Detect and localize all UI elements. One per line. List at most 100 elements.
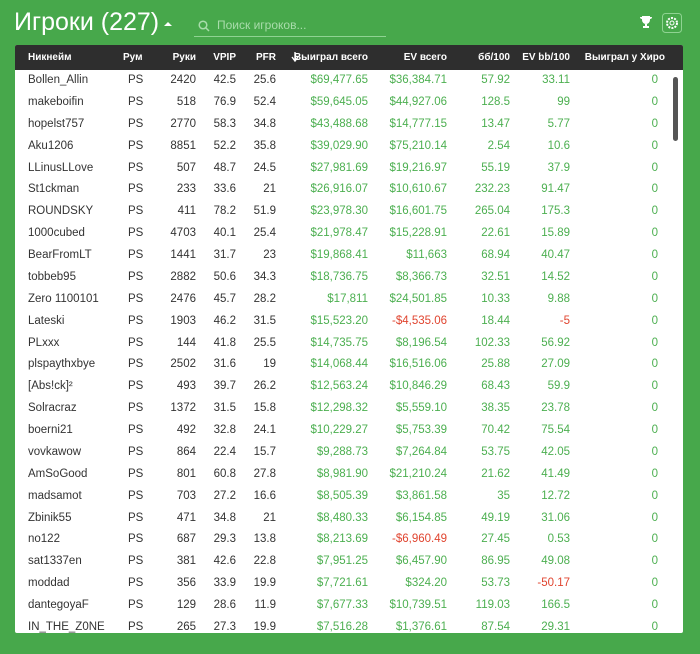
table-row[interactable]: moddad PS 356 33.9 19.9 $7,721.61 $324.20 53.73…	[15, 573, 683, 595]
table-cell: 41.8	[213, 336, 236, 349]
table-row[interactable]: Zbinik55 PS 471 34.8 21 $8,480.33 $6,154.85 49.…	[15, 508, 683, 530]
table-row[interactable]: ROUNDSKY PS 411 78.2 51.9 $23,978.30 $16,601.7…	[15, 201, 683, 223]
table-cell: 37.9	[547, 161, 570, 174]
column-header[interactable]: бб/100	[478, 52, 510, 63]
table-cell: 15.7	[253, 445, 276, 458]
table-row[interactable]: dantegoyaF PS 129 28.6 11.9 $7,677.33 $10,739.…	[15, 595, 683, 617]
table-cell: $19,868.41	[310, 249, 368, 262]
table-cell: boerni21	[28, 424, 73, 437]
table-cell: 33.11	[542, 74, 570, 86]
table-cell: 52.2	[213, 139, 236, 152]
table-row[interactable]: plspaythxbye PS 2502 31.6 19 $14,068.44 $16,51…	[15, 354, 683, 376]
table-cell: $10,846.29	[389, 380, 447, 393]
table-cell: $39,029.90	[310, 139, 368, 152]
table-cell: 25.6	[253, 74, 276, 86]
table-cell: 0	[651, 161, 658, 174]
table-row[interactable]: PLxxx PS 144 41.8 25.5 $14,735.75 $8,196.54 102…	[15, 333, 683, 355]
table-cell: $69,477.65	[310, 74, 368, 86]
trophy-icon[interactable]	[638, 14, 654, 30]
table-cell: 68.94	[481, 249, 510, 262]
page-title: Игроки (227)	[14, 8, 160, 36]
table-cell: vovkawow	[28, 445, 82, 458]
search-box[interactable]: Поиск игроков...	[194, 14, 386, 37]
table-cell: 60.8	[213, 467, 236, 480]
table-cell: 166.5	[541, 599, 570, 612]
table-row[interactable]: LLinusLLove PS 507 48.7 24.5 $27,981.69 $19,21…	[15, 158, 683, 180]
table-cell: 68.43	[481, 380, 510, 393]
table-cell: 703	[176, 489, 196, 502]
table-cell: 19.9	[253, 621, 276, 633]
table-row[interactable]: tobbeb95 PS 2882 50.6 34.3 $18,736.75 $8,366.7…	[15, 267, 683, 289]
sort-arrow	[291, 52, 299, 62]
table-row[interactable]: makeboifin PS 518 76.9 52.4 $59,645.05 $44,927…	[15, 92, 683, 114]
table-cell: 8851	[170, 139, 196, 152]
table-cell: 34.3	[253, 270, 276, 283]
table-cell: 687	[176, 533, 196, 546]
table-cell: 57.92	[481, 74, 510, 86]
table-row[interactable]: no122 PS 687 29.3 13.8 $8,213.69 -$6,960.49 27.…	[15, 529, 683, 551]
table-cell: 12.72	[541, 489, 570, 502]
table-cell: PS	[128, 533, 144, 546]
table-row[interactable]: vovkawow PS 864 22.4 15.7 $9,288.73 $7,264.84 5…	[15, 442, 683, 464]
search-placeholder: Поиск игроков...	[217, 18, 307, 32]
table-row[interactable]: St1ckman PS 233 33.6 21 $26,916.07 $10,610.67 2…	[15, 179, 683, 201]
table-row[interactable]: Bollen_Allin PS 2420 42.5 25.6 $69,477.65 $36,…	[15, 70, 683, 92]
table-cell: 39.7	[213, 380, 236, 393]
table-cell: -$6,960.49	[392, 533, 447, 546]
table-row[interactable]: AmSoGood PS 801 60.8 27.8 $8,981.90 $21,210.24…	[15, 464, 683, 486]
table-row[interactable]: [Abs!ck]² PS 493 39.7 26.2 $12,563.24 $10,846.…	[15, 376, 683, 398]
table-cell: 41.49	[541, 467, 570, 480]
table-row[interactable]: Lateski PS 1903 46.2 31.5 $15,523.20 -$4,535.0…	[15, 311, 683, 333]
column-header[interactable]: Выиграл у Хиро	[584, 52, 665, 63]
table-row[interactable]: IN_THE_Z0NE PS 265 27.3 19.9 $7,516.28 $1,376.…	[15, 617, 683, 633]
table-cell: 1000cubed	[28, 227, 85, 240]
column-header[interactable]: VPIP	[213, 52, 236, 63]
table-cell: $8,981.90	[316, 467, 368, 480]
table-row[interactable]: BearFromLT PS 1441 31.7 23 $19,868.41 $11,663 6…	[15, 245, 683, 267]
column-header[interactable]: EV bb/100	[522, 52, 570, 63]
table-cell: PS	[128, 292, 144, 305]
table-cell: 1903	[170, 314, 196, 327]
table-cell: 27.8	[253, 467, 276, 480]
settings-button[interactable]	[662, 13, 682, 33]
table-row[interactable]: boerni21 PS 492 32.8 24.1 $10,229.27 $5,753.39…	[15, 420, 683, 442]
table-cell: 19.9	[253, 577, 276, 590]
table-cell: 0	[651, 555, 658, 568]
table-row[interactable]: sat1337en PS 381 42.6 22.8 $7,951.25 $6,457.90…	[15, 551, 683, 573]
table-cell: 0	[651, 183, 658, 196]
table-row[interactable]: Solracraz PS 1372 31.5 15.8 $12,298.32 $5,559.…	[15, 398, 683, 420]
table-cell: $12,563.24	[310, 380, 368, 393]
table-cell: IN_THE_Z0NE	[28, 621, 105, 633]
search-icon	[198, 20, 210, 32]
table-cell: ROUNDSKY	[28, 205, 94, 218]
table-cell: 0	[651, 445, 658, 458]
table-cell: $7,951.25	[316, 555, 368, 568]
table-row[interactable]: madsamot PS 703 27.2 16.6 $8,505.39 $3,861.58 3…	[15, 486, 683, 508]
table-cell: 56.92	[541, 336, 570, 349]
table-cell: 33.6	[213, 183, 236, 196]
table-row[interactable]: hopelst757 PS 2770 58.3 34.8 $43,488.68 $14,77…	[15, 114, 683, 136]
table-row[interactable]: Aku1206 PS 8851 52.2 35.8 $39,029.90 $75,210.1…	[15, 136, 683, 158]
table-cell: 31.6	[213, 358, 236, 371]
table-cell: 18.44	[481, 314, 510, 327]
scrollbar[interactable]	[673, 77, 678, 141]
column-header[interactable]: Никнейм	[28, 52, 72, 63]
table-cell: 19	[263, 358, 276, 371]
column-header[interactable]: EV всего	[403, 52, 447, 63]
table-cell: 10.6	[547, 139, 570, 152]
dropdown-caret[interactable]	[163, 20, 173, 28]
table-row[interactable]: 1000cubed PS 4703 40.1 25.4 $21,978.47 $15,228…	[15, 223, 683, 245]
table-cell: PS	[128, 249, 144, 262]
table-cell: 21	[263, 511, 276, 524]
table-cell: $7,721.61	[316, 577, 368, 590]
column-header[interactable]: Руки	[172, 52, 196, 63]
column-header[interactable]: PFR	[256, 52, 276, 63]
table-cell: 70.42	[481, 424, 510, 437]
table-row[interactable]: Zero 1100101 PS 2476 45.7 28.2 $17,811 $24,501…	[15, 289, 683, 311]
table-cell: -$4,535.06	[392, 314, 447, 327]
table-cell: 40.47	[541, 249, 570, 262]
table-cell: 0	[651, 533, 658, 546]
column-header[interactable]: Выиграл всего	[293, 52, 368, 63]
column-header[interactable]: Рум	[123, 52, 143, 63]
table-cell: Bollen_Allin	[28, 74, 89, 86]
